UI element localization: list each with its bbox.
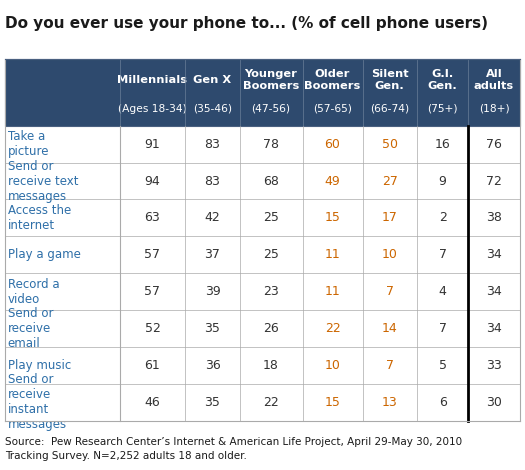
Text: 83: 83 (205, 174, 220, 188)
Text: (18+): (18+) (479, 104, 509, 114)
Text: 16: 16 (435, 138, 450, 151)
Text: Send or
receive
instant
messages: Send or receive instant messages (8, 373, 67, 431)
Text: 37: 37 (205, 248, 220, 261)
Text: 13: 13 (382, 396, 397, 409)
Text: Send or
receive
email: Send or receive email (8, 307, 54, 350)
Text: (75+): (75+) (427, 104, 458, 114)
Text: Silent
Gen.: Silent Gen. (371, 70, 408, 91)
Text: Millennials: Millennials (118, 75, 187, 85)
Text: Play music: Play music (8, 359, 71, 372)
Text: Gen X: Gen X (193, 75, 232, 85)
Bar (5, 347, 520, 384)
Text: Source:  Pew Research Center’s Internet & American Life Project, April 29-May 30: Source: Pew Research Center’s Internet &… (5, 438, 463, 461)
Text: (57-65): (57-65) (313, 104, 352, 114)
Text: 10: 10 (382, 248, 397, 261)
Text: 72: 72 (486, 174, 502, 188)
Text: 63: 63 (144, 212, 160, 224)
Bar (5, 236, 520, 273)
Text: 30: 30 (486, 396, 502, 409)
Text: 7: 7 (438, 248, 447, 261)
Text: G.I.
Gen.: G.I. Gen. (428, 70, 457, 91)
Text: Send or
receive text
messages: Send or receive text messages (8, 159, 78, 203)
Text: 11: 11 (324, 248, 340, 261)
Text: 35: 35 (205, 396, 220, 409)
Text: 57: 57 (144, 285, 161, 298)
Text: 6: 6 (439, 396, 446, 409)
Text: 9: 9 (439, 174, 446, 188)
Bar (5, 59, 520, 125)
Text: 57: 57 (144, 248, 161, 261)
Text: Play a game: Play a game (8, 248, 81, 261)
Text: 38: 38 (486, 212, 502, 224)
Text: 36: 36 (205, 359, 220, 372)
Bar (5, 163, 520, 199)
Text: 34: 34 (486, 285, 502, 298)
Text: Do you ever use your phone to... (% of cell phone users): Do you ever use your phone to... (% of c… (5, 16, 488, 31)
Text: 33: 33 (486, 359, 502, 372)
Text: 11: 11 (324, 285, 340, 298)
Text: 39: 39 (205, 285, 220, 298)
Text: 14: 14 (382, 322, 397, 335)
Text: 22: 22 (263, 396, 279, 409)
Text: 18: 18 (263, 359, 279, 372)
Bar (5, 384, 520, 421)
Text: 7: 7 (386, 285, 394, 298)
Text: 2: 2 (439, 212, 446, 224)
Text: 46: 46 (144, 396, 160, 409)
Text: 34: 34 (486, 322, 502, 335)
Text: 52: 52 (144, 322, 161, 335)
Text: 17: 17 (382, 212, 397, 224)
Text: 22: 22 (324, 322, 340, 335)
Bar (5, 59, 520, 125)
Bar (5, 125, 520, 163)
Text: 78: 78 (263, 138, 279, 151)
Text: 4: 4 (439, 285, 446, 298)
Text: 94: 94 (144, 174, 160, 188)
Text: 15: 15 (324, 396, 341, 409)
Text: 25: 25 (263, 212, 279, 224)
Text: 5: 5 (438, 359, 447, 372)
Bar (5, 273, 520, 310)
Text: 83: 83 (205, 138, 220, 151)
Text: 61: 61 (144, 359, 160, 372)
Text: 68: 68 (263, 174, 279, 188)
Text: (66-74): (66-74) (370, 104, 410, 114)
Text: Record a
video: Record a video (8, 278, 59, 306)
Text: 23: 23 (263, 285, 279, 298)
Text: 50: 50 (382, 138, 398, 151)
Text: (Ages 18-34): (Ages 18-34) (118, 104, 187, 114)
Text: Older
Boomers: Older Boomers (304, 70, 361, 91)
Text: 35: 35 (205, 322, 220, 335)
Text: 7: 7 (438, 322, 447, 335)
Text: 76: 76 (486, 138, 502, 151)
Text: (47-56): (47-56) (251, 104, 290, 114)
Text: Access the
internet: Access the internet (8, 204, 71, 232)
Text: 91: 91 (144, 138, 160, 151)
Text: 42: 42 (205, 212, 220, 224)
Text: 26: 26 (263, 322, 279, 335)
Text: All
adults: All adults (474, 70, 514, 91)
Text: 49: 49 (324, 174, 340, 188)
Text: Younger
Boomers: Younger Boomers (243, 70, 299, 91)
Text: 60: 60 (324, 138, 341, 151)
Text: 10: 10 (324, 359, 341, 372)
Text: Take a
picture: Take a picture (8, 130, 49, 158)
Bar (5, 199, 520, 236)
Text: (35-46): (35-46) (193, 104, 232, 114)
Text: 34: 34 (486, 248, 502, 261)
Text: 7: 7 (386, 359, 394, 372)
Text: 27: 27 (382, 174, 397, 188)
Text: 15: 15 (324, 212, 341, 224)
Text: 25: 25 (263, 248, 279, 261)
Bar (5, 310, 520, 347)
